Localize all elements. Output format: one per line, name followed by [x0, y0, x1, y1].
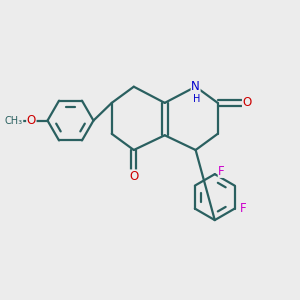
Text: O: O — [242, 96, 252, 110]
Text: H: H — [193, 94, 200, 104]
Text: N: N — [191, 80, 200, 93]
Text: O: O — [27, 114, 36, 127]
Text: F: F — [240, 202, 246, 215]
Text: CH₃: CH₃ — [4, 116, 23, 126]
Text: F: F — [218, 165, 225, 178]
Text: O: O — [129, 170, 138, 183]
